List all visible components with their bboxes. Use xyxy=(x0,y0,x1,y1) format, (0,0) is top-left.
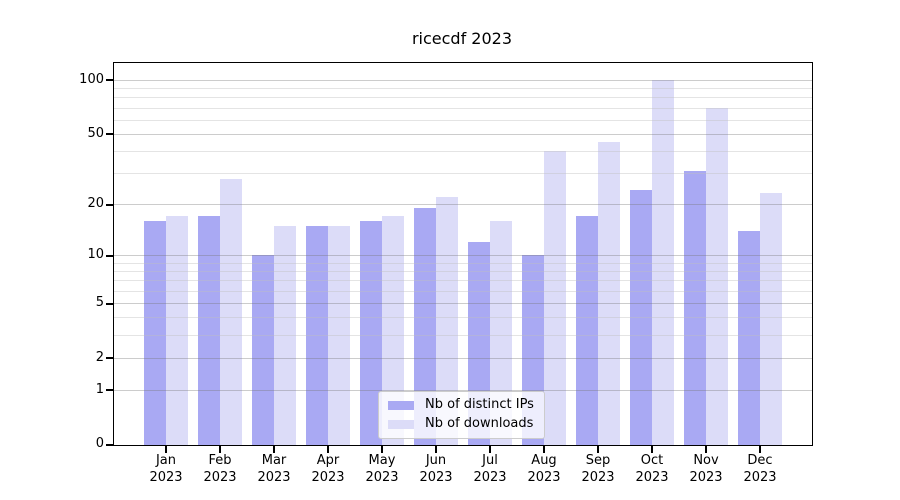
y-tick-mark-100 xyxy=(106,79,113,82)
legend-item-distinct-ips: Nb of distinct IPs xyxy=(388,397,534,413)
bar-downloads-feb xyxy=(220,178,242,445)
legend-label-downloads: Nb of downloads xyxy=(425,416,534,431)
bar-distinct-ips-apr xyxy=(306,225,328,445)
x-tick-label-jun: Jun 2023 xyxy=(419,453,453,485)
plot-area: 0 1 2 5 10 20 50 100 Jan 2023 Feb 2023 Mar 2023 Apr 202… xyxy=(79,62,813,485)
x-tick-label-mar: Mar 2023 xyxy=(257,453,291,485)
chart-title: ricecdf 2023 xyxy=(411,29,513,48)
x-tick-mark-sep xyxy=(597,446,599,453)
y-tick-mark-1 xyxy=(106,389,113,392)
bar-distinct-ips-may xyxy=(360,220,382,445)
bar-downloads-oct xyxy=(652,79,674,445)
bar-distinct-ips-jan xyxy=(144,220,166,445)
x-tick-mark-oct xyxy=(651,446,653,453)
y-tick-mark-50 xyxy=(106,133,113,136)
bar-downloads-aug xyxy=(544,151,566,445)
legend-swatch-ips-icon xyxy=(388,400,414,410)
x-tick-mark-aug xyxy=(543,446,545,453)
y-tick-mark-10 xyxy=(106,254,113,257)
x-tick-label-jan: Jan 2023 xyxy=(149,453,183,485)
x-tick-mark-jun xyxy=(435,446,437,453)
y-tick-label-10: 10 xyxy=(87,247,104,263)
x-tick-label-sep: Sep 2023 xyxy=(581,453,615,485)
x-tick-label-feb: Feb 2023 xyxy=(203,453,237,485)
legend: Nb of distinct IPs Nb of downloads xyxy=(378,391,545,439)
y-tick-label-50: 50 xyxy=(87,125,104,141)
x-tick-mark-jul xyxy=(489,446,491,453)
x-tick-label-oct: Oct 2023 xyxy=(635,453,669,485)
bar-downloads-sep xyxy=(598,142,620,445)
y-tick-mark-5 xyxy=(106,302,113,305)
bar-downloads-mar xyxy=(274,225,296,445)
bar-downloads-dec xyxy=(760,193,782,445)
bar-downloads-jan xyxy=(166,216,188,445)
bar-distinct-ips-nov xyxy=(684,170,706,445)
bar-distinct-ips-jun xyxy=(414,207,436,445)
axis-layer: 0 1 2 5 10 20 50 100 Jan 2023 Feb 2023 Mar 2023 Apr 202… xyxy=(79,63,812,485)
y-tick-mark-20 xyxy=(106,203,113,206)
bar-distinct-ips-oct xyxy=(630,190,652,445)
x-tick-label-nov: Nov 2023 xyxy=(689,453,723,485)
y-tick-label-2: 2 xyxy=(95,349,104,365)
bar-downloads-jul xyxy=(490,220,512,445)
x-tick-label-aug: Aug 2023 xyxy=(527,453,561,485)
bar-distinct-ips-feb xyxy=(198,216,220,445)
x-tick-mark-apr xyxy=(327,446,329,453)
legend-swatch-downloads-icon xyxy=(388,419,414,429)
y-tick-label-100: 100 xyxy=(79,71,104,87)
x-tick-label-jul: Jul 2023 xyxy=(473,453,507,485)
bar-downloads-apr xyxy=(328,225,350,445)
y-tick-mark-0 xyxy=(106,443,113,446)
bar-distinct-ips-dec xyxy=(738,230,760,445)
x-tick-mark-mar xyxy=(273,446,275,453)
y-tick-mark-2 xyxy=(106,357,113,360)
legend-label-distinct-ips: Nb of distinct IPs xyxy=(425,397,534,412)
x-tick-mark-nov xyxy=(705,446,707,453)
bar-downloads-nov xyxy=(706,107,728,445)
y-tick-label-1: 1 xyxy=(95,381,104,397)
x-tick-label-may: May 2023 xyxy=(365,453,399,485)
x-tick-mark-may xyxy=(381,446,383,453)
bar-downloads-may xyxy=(382,216,404,445)
x-tick-label-apr: Apr 2023 xyxy=(311,453,345,485)
bar-distinct-ips-sep xyxy=(576,216,598,445)
legend-item-downloads: Nb of downloads xyxy=(388,416,534,432)
x-tick-mark-jan xyxy=(165,446,167,453)
x-tick-label-dec: Dec 2023 xyxy=(743,453,777,485)
x-tick-mark-dec xyxy=(759,446,761,453)
y-tick-label-5: 5 xyxy=(95,295,104,310)
y-tick-label-20: 20 xyxy=(87,196,104,211)
bar-distinct-ips-mar xyxy=(252,255,274,445)
y-tick-label-0: 0 xyxy=(95,436,104,451)
bar-downloads-jun xyxy=(436,196,458,445)
x-tick-mark-feb xyxy=(219,446,221,453)
